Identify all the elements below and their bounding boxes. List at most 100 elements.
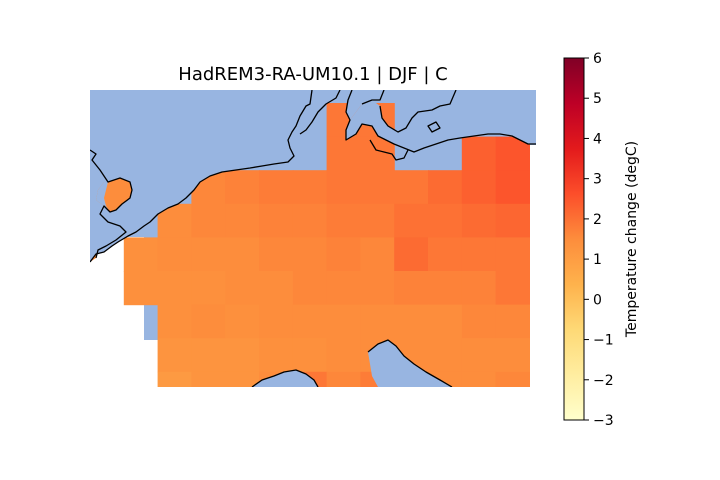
north-sea [90, 90, 312, 262]
grid-cell [428, 338, 463, 373]
grid-cell [292, 170, 328, 205]
grid-cell [462, 405, 496, 439]
grid-cell [225, 405, 259, 439]
grid-cell [191, 405, 225, 439]
grid-cell [461, 338, 497, 373]
grid-cell [360, 405, 394, 439]
coastline [90, 90, 313, 263]
grid-cell [157, 338, 192, 373]
coastline [299, 90, 341, 135]
grid-cell [461, 203, 497, 238]
grid-cell [191, 237, 226, 272]
grid-cell [360, 237, 395, 272]
grid-cell [259, 170, 294, 205]
baltic-sea [346, 90, 536, 152]
grid-cell [191, 203, 226, 238]
coastline [361, 90, 385, 105]
grid-cell [428, 237, 463, 272]
grid-cell [461, 170, 497, 205]
grid-cell [495, 170, 530, 205]
grid-cell [394, 203, 429, 238]
grid-cell [461, 136, 497, 171]
grid-cell [191, 338, 226, 373]
colorbar-tick-label: 2 [593, 212, 602, 228]
grid-cell [360, 170, 395, 205]
colorbar-gradient [563, 57, 585, 421]
colorbar-ticks: −3 −2 −1 0 1 2 3 4 5 6 [584, 51, 614, 429]
grid-cell [495, 237, 530, 272]
colorbar: −3 −2 −1 0 1 2 3 4 5 6 Temperature change (degC) [563, 51, 640, 429]
grid-cell [461, 304, 497, 339]
grid-cell [461, 271, 497, 306]
grid-cell [292, 237, 328, 272]
grid-cell [461, 237, 497, 272]
map-title: HadREM3-RA-UM10.1 | DJF | C [178, 64, 447, 85]
grid-cell [259, 405, 293, 439]
grid-cell [123, 237, 159, 272]
grid-cell [292, 338, 328, 373]
grid-cell [326, 136, 361, 171]
grid-cell [326, 271, 361, 306]
colorbar-tick-label: 1 [593, 252, 602, 268]
grid-cell [123, 271, 159, 306]
grid-cell [394, 170, 429, 205]
east-anglia-landmass [104, 178, 132, 212]
coastline [251, 369, 319, 387]
colorbar-tick-label: 0 [593, 292, 602, 308]
colorbar-tick-label: 6 [593, 51, 602, 67]
grid-cell [495, 338, 530, 373]
grid-cell [157, 271, 192, 306]
grid-cell [394, 237, 429, 272]
grid-cell [326, 237, 361, 272]
grid-cell [191, 271, 226, 306]
colorbar-tick-label: 5 [593, 91, 602, 107]
colorbar-tick-label: 4 [593, 131, 602, 147]
grid-cell [326, 338, 361, 373]
grid-cell [428, 170, 463, 205]
grid-cell [461, 371, 497, 387]
grid-cell [191, 371, 226, 387]
coastline [367, 339, 453, 387]
colorbar-tick-label: −2 [593, 373, 614, 389]
grid-cell [394, 304, 429, 339]
grid-cell [225, 338, 260, 373]
grid-cell [259, 203, 294, 238]
grid-cell [360, 304, 395, 339]
grid-cell [225, 371, 260, 387]
grid-cell [327, 405, 361, 439]
grid-cell [326, 304, 361, 339]
grid-cell [495, 203, 530, 238]
grid-cell [259, 271, 294, 306]
grid-cell [292, 271, 328, 306]
grid-cell [225, 170, 260, 205]
grid-cell [157, 304, 192, 339]
grid-cell [394, 271, 429, 306]
grid-cell [326, 170, 361, 205]
coastline [427, 121, 441, 133]
grid-cell [495, 304, 530, 339]
kattegat-sea [346, 90, 384, 120]
grid-cell [157, 237, 192, 272]
grid-cell [225, 271, 260, 306]
grid-cell [292, 203, 328, 238]
coastline [345, 90, 536, 153]
grid-cell [157, 371, 192, 387]
colorbar-tick-label: −3 [593, 413, 614, 429]
grid-cell [326, 371, 361, 387]
map-panel [90, 90, 536, 439]
grid-cell [292, 304, 328, 339]
grid-cell [225, 304, 260, 339]
grid-cell [496, 405, 530, 439]
colorbar-tick-label: −1 [593, 333, 614, 349]
ligurian-sea [252, 370, 318, 387]
grid-cell [191, 304, 226, 339]
coastline [90, 149, 133, 259]
grid-cell [293, 405, 327, 439]
grid-cell [259, 304, 294, 339]
grid-cell [495, 271, 530, 306]
grid-cell [225, 237, 260, 272]
coastline [369, 139, 409, 161]
grid-cell [428, 203, 463, 238]
grid-cell [360, 271, 395, 306]
